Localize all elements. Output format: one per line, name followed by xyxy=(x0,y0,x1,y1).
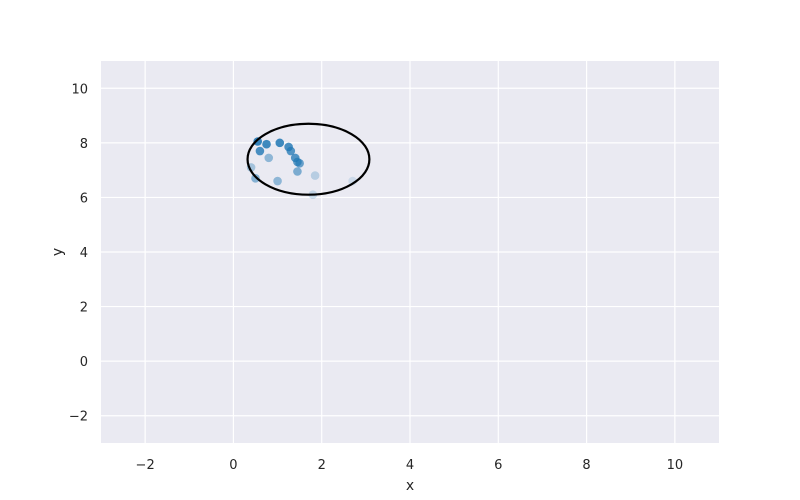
x-tick-label: 8 xyxy=(582,458,590,473)
data-points xyxy=(246,137,357,199)
data-point xyxy=(310,171,320,180)
y-axis-label: y xyxy=(50,248,66,256)
x-tick-label: 0 xyxy=(229,458,237,473)
data-point xyxy=(253,137,263,146)
y-tick-label: 10 xyxy=(71,82,88,97)
confidence-ellipse xyxy=(246,122,371,196)
data-point xyxy=(286,146,296,156)
data-point xyxy=(295,159,304,168)
y-tick-label: −2 xyxy=(69,410,88,425)
data-point xyxy=(262,139,271,149)
data-point xyxy=(273,176,282,186)
x-tick-label: 2 xyxy=(318,458,326,473)
data-point xyxy=(275,138,285,148)
x-tick-label: 6 xyxy=(494,458,502,473)
x-axis-label: x xyxy=(406,478,414,494)
y-tick-label: 8 xyxy=(80,137,88,152)
data-point xyxy=(293,167,302,176)
x-tick-label: 4 xyxy=(406,458,414,473)
x-tick-label: −2 xyxy=(136,458,155,473)
data-point xyxy=(264,153,274,163)
y-tick-labels: −2 0 2 4 6 8 10 xyxy=(69,82,88,424)
data-point xyxy=(255,146,265,156)
x-tick-labels: −2 0 2 4 6 8 10 xyxy=(136,458,684,473)
y-tick-label: 0 xyxy=(80,355,88,370)
y-tick-label: 4 xyxy=(80,246,88,261)
y-tick-label: 2 xyxy=(80,301,88,316)
x-tick-label: 10 xyxy=(667,458,684,473)
y-tick-label: 6 xyxy=(80,191,88,206)
